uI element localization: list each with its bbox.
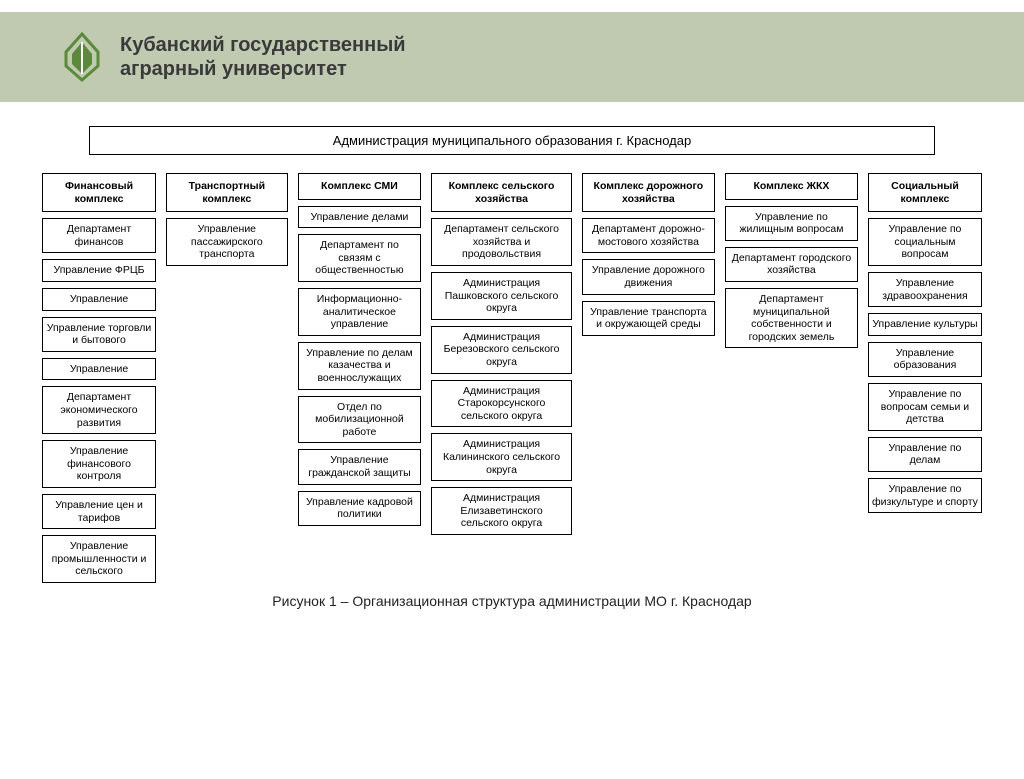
org-item: Департамент городского хозяйства — [725, 247, 858, 282]
org-item: Управление — [42, 358, 156, 381]
org-item: Управление образования — [868, 342, 982, 377]
col-head: Комплекс сельского хозяйства — [431, 173, 572, 212]
figure-caption: Рисунок 1 – Организационная структура ад… — [42, 593, 982, 609]
col-head: Комплекс СМИ — [298, 173, 422, 200]
org-item: Департамент экономического развития — [42, 386, 156, 434]
org-item: Управление культуры — [868, 313, 982, 336]
uni-title-line2: аграрный университет — [120, 57, 406, 81]
org-item: Администрация Пашковского сельского окру… — [431, 272, 572, 320]
col-head: Комплекс дорожного хозяйства — [582, 173, 715, 212]
org-item: Департамент муниципальной собственности … — [725, 288, 858, 348]
org-item: Управление кадровой политики — [298, 491, 422, 526]
org-item: Управление транспорта и окружающей среды — [582, 301, 715, 336]
org-col-transport: Транспортный комплекс Управление пассажи… — [166, 173, 288, 266]
org-item: Департамент по связям с общественностью — [298, 234, 422, 282]
col-head: Комплекс ЖКХ — [725, 173, 858, 200]
org-item: Управление промышленности и сельского — [42, 535, 156, 583]
org-item: Администрация Старокорсунского сельского… — [431, 380, 572, 428]
org-item: Управление финансового контроля — [42, 440, 156, 488]
org-item: Управление — [42, 288, 156, 311]
org-chart: Администрация муниципального образования… — [0, 102, 1024, 609]
org-item: Управление пассажирского транспорта — [166, 218, 288, 266]
org-item: Управление по жилищным вопросам — [725, 206, 858, 241]
org-col-social: Социальный комплекс Управление по социал… — [868, 173, 982, 513]
org-item: Управление гражданской защиты — [298, 449, 422, 484]
org-col-zkh: Комплекс ЖКХ Управление по жилищным вопр… — [725, 173, 858, 348]
org-item: Управление ФРЦБ — [42, 259, 156, 282]
org-item: Управление цен и тарифов — [42, 494, 156, 529]
org-item: Отдел по мобилизационной работе — [298, 396, 422, 444]
org-item: Администрация Калининского сельского окр… — [431, 433, 572, 481]
header-band: Кубанский государственный аграрный униве… — [0, 12, 1024, 102]
org-item: Управление по вопросам семьи и детства — [868, 383, 982, 431]
org-item: Департамент финансов — [42, 218, 156, 253]
org-item: Информационно-аналитическое управление — [298, 288, 422, 336]
org-item: Департамент сельского хозяйства и продов… — [431, 218, 572, 266]
col-head: Социальный комплекс — [868, 173, 982, 212]
org-item: Управление по делам — [868, 437, 982, 472]
org-item: Управление по физкультуре и спорту — [868, 478, 982, 513]
uni-title-line1: Кубанский государственный — [120, 33, 406, 57]
org-columns: Финансовый комплекс Департамент финансов… — [42, 173, 982, 583]
col-head: Финансовый комплекс — [42, 173, 156, 212]
org-col-smi: Комплекс СМИ Управление делами Департаме… — [298, 173, 422, 526]
org-root-box: Администрация муниципального образования… — [89, 126, 935, 155]
org-item: Администрация Березовского сельского окр… — [431, 326, 572, 374]
org-col-agriculture: Комплекс сельского хозяйства Департамент… — [431, 173, 572, 535]
org-item: Управление по делам казачества и военнос… — [298, 342, 422, 390]
col-head: Транспортный комплекс — [166, 173, 288, 212]
org-col-road: Комплекс дорожного хозяйства Департамент… — [582, 173, 715, 336]
org-item: Департамент дорожно-мостового хозяйства — [582, 218, 715, 253]
org-item: Администрация Елизаветинского сельского … — [431, 487, 572, 535]
university-title: Кубанский государственный аграрный униве… — [120, 33, 406, 81]
org-item: Управление делами — [298, 206, 422, 229]
org-item: Управление по социальным вопросам — [868, 218, 982, 266]
org-item: Управление торговли и бытового — [42, 317, 156, 352]
org-item: Управление дорожного движения — [582, 259, 715, 294]
org-item: Управление здравоохранения — [868, 272, 982, 307]
university-logo-icon — [60, 32, 104, 82]
org-col-financial: Финансовый комплекс Департамент финансов… — [42, 173, 156, 583]
